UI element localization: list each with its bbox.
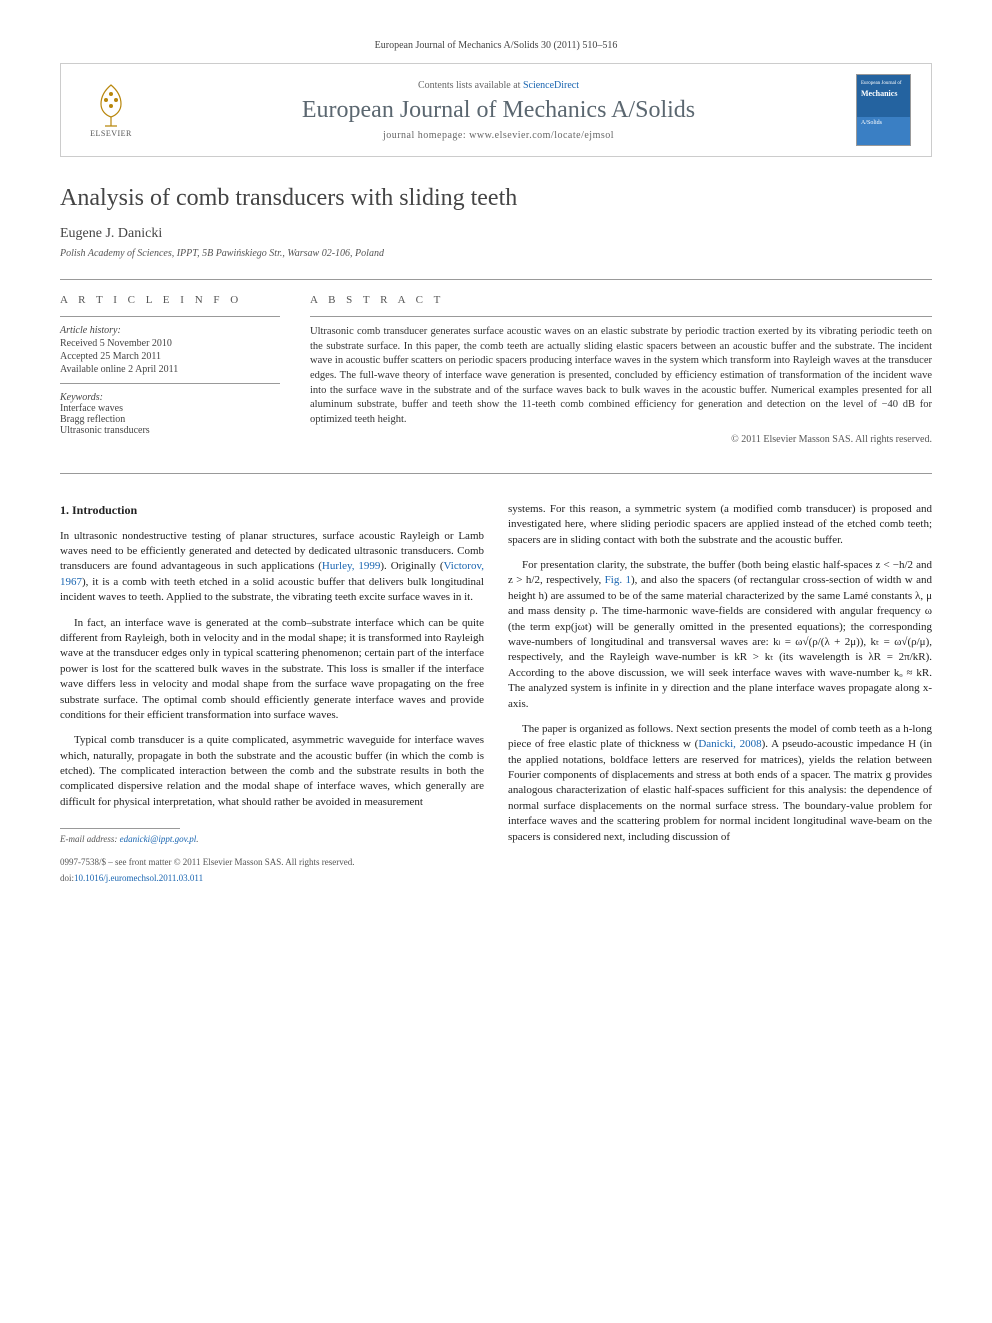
ref-hurley[interactable]: Hurley, 1999 xyxy=(322,560,380,572)
elsevier-tree-icon xyxy=(91,82,131,127)
elsevier-label: ELSEVIER xyxy=(90,129,132,138)
para-r2: For presentation clarity, the substrate,… xyxy=(508,558,932,712)
para-r3: The paper is organized as follows. Next … xyxy=(508,722,932,845)
abstract-block: A B S T R A C T Ultrasonic comb transduc… xyxy=(310,294,932,445)
history-label: Article history: xyxy=(60,325,280,336)
journal-cover-thumb: European Journal of Mechanics A/Solids xyxy=(856,74,911,146)
author-name: Eugene J. Danicki xyxy=(60,226,932,242)
keyword-1: Interface waves xyxy=(60,403,280,414)
info-rule-2 xyxy=(60,383,280,384)
body-columns: 1. Introduction In ultrasonic nondestruc… xyxy=(60,502,932,885)
doi-line: doi:10.1016/j.euromechsol.2011.03.011 xyxy=(60,872,484,885)
thumb-line2: Mechanics xyxy=(861,89,897,98)
keyword-2: Bragg reflection xyxy=(60,414,280,425)
email-label: E-mail address: xyxy=(60,834,120,844)
header-center: Contents lists available at ScienceDirec… xyxy=(161,80,836,141)
article-title: Analysis of comb transducers with slidin… xyxy=(60,185,932,212)
article-info-block: A R T I C L E I N F O Article history: R… xyxy=(60,294,280,445)
left-column: 1. Introduction In ultrasonic nondestruc… xyxy=(60,502,484,885)
ref-fig1[interactable]: Fig. 1 xyxy=(605,574,631,586)
p-r3-b: ). A pseudo-acoustic impedance H (in the… xyxy=(508,738,932,842)
right-column: systems. For this reason, a symmetric sy… xyxy=(508,502,932,885)
date-received: Received 5 November 2010 xyxy=(60,338,280,349)
keywords-label: Keywords: xyxy=(60,392,280,403)
issn-line: 0997-7538/$ – see front matter © 2011 El… xyxy=(60,856,484,869)
header-citation: European Journal of Mechanics A/Solids 3… xyxy=(60,40,932,51)
contents-prefix: Contents lists available at xyxy=(418,80,523,91)
para-l2: In fact, an interface wave is generated … xyxy=(60,616,484,724)
abstract-text: Ultrasonic comb transducer generates sur… xyxy=(310,325,932,428)
journal-header-box: ELSEVIER Contents lists available at Sci… xyxy=(60,63,932,157)
p1-text-b: ). Originally ( xyxy=(380,560,443,572)
info-rule-1 xyxy=(60,316,280,317)
ref-danicki[interactable]: Danicki, 2008 xyxy=(698,738,761,750)
date-online: Available online 2 April 2011 xyxy=(60,364,280,375)
email-link[interactable]: edanicki@ippt.gov.pl xyxy=(120,834,197,844)
footer-block: E-mail address: edanicki@ippt.gov.pl. 09… xyxy=(60,828,484,885)
homepage-prefix: journal homepage: xyxy=(383,130,469,141)
info-abstract-row: A R T I C L E I N F O Article history: R… xyxy=(60,294,932,445)
rule-mid xyxy=(60,473,932,474)
para-l1: In ultrasonic nondestructive testing of … xyxy=(60,529,484,606)
doi-prefix: doi: xyxy=(60,873,74,883)
doi-link[interactable]: 10.1016/j.euromechsol.2011.03.011 xyxy=(74,873,203,883)
para-l3: Typical comb transducer is a quite compl… xyxy=(60,733,484,810)
article-info-heading: A R T I C L E I N F O xyxy=(60,294,280,306)
email-line: E-mail address: edanicki@ippt.gov.pl. xyxy=(60,833,484,846)
abstract-heading: A B S T R A C T xyxy=(310,294,932,306)
section-1-heading: 1. Introduction xyxy=(60,502,484,519)
homepage-url: www.elsevier.com/locate/ejmsol xyxy=(469,130,614,141)
journal-name: European Journal of Mechanics A/Solids xyxy=(161,97,836,124)
elsevier-logo: ELSEVIER xyxy=(81,75,141,145)
sciencedirect-link[interactable]: ScienceDirect xyxy=(523,80,579,91)
thumb-line1: European Journal of xyxy=(861,81,902,86)
p-r2-b: ), and also the spacers (of rectangular … xyxy=(508,574,932,709)
rule-top xyxy=(60,279,932,280)
thumb-line3: A/Solids xyxy=(861,120,882,126)
abstract-rule xyxy=(310,316,932,317)
abstract-copyright: © 2011 Elsevier Masson SAS. All rights r… xyxy=(310,434,932,445)
homepage-line: journal homepage: www.elsevier.com/locat… xyxy=(161,130,836,141)
para-r1: systems. For this reason, a symmetric sy… xyxy=(508,502,932,548)
keyword-3: Ultrasonic transducers xyxy=(60,425,280,436)
footer-rule xyxy=(60,828,180,829)
date-accepted: Accepted 25 March 2011 xyxy=(60,351,280,362)
author-affiliation: Polish Academy of Sciences, IPPT, 5B Paw… xyxy=(60,248,932,259)
p1-text-c: ), it is a comb with teeth etched in a s… xyxy=(60,576,484,603)
contents-line: Contents lists available at ScienceDirec… xyxy=(161,80,836,91)
